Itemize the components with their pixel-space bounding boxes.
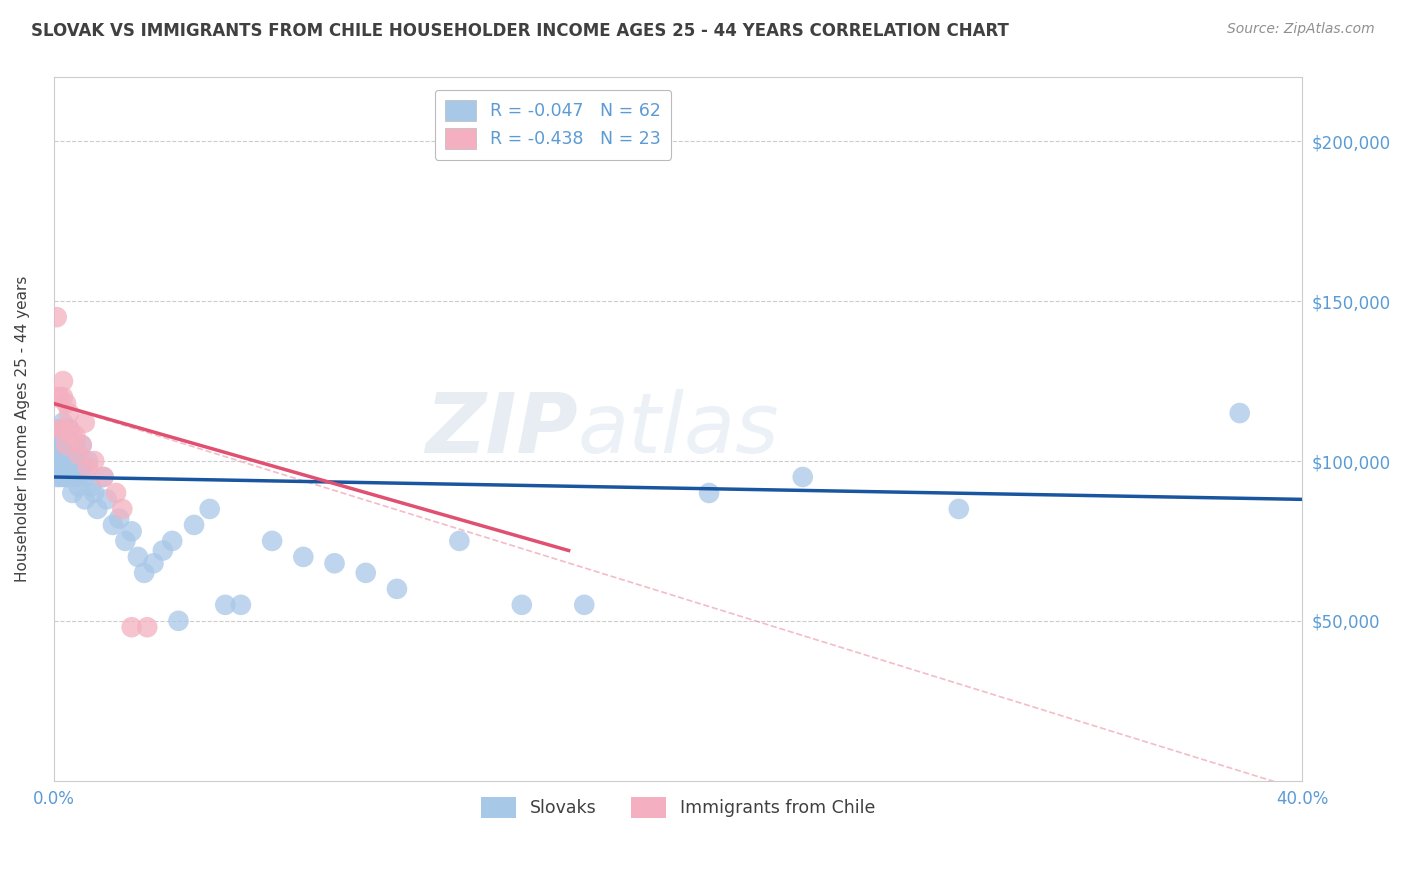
Point <box>58 406 80 420</box>
Point <box>73 492 96 507</box>
Point <box>52 470 75 484</box>
Point <box>67 454 90 468</box>
Point <box>1229 406 1251 420</box>
Point <box>83 454 105 468</box>
Point <box>80 479 103 493</box>
Point <box>45 454 67 468</box>
Point <box>45 438 67 452</box>
Y-axis label: Householder Income Ages 25 - 44 years: Householder Income Ages 25 - 44 years <box>15 276 30 582</box>
Point <box>60 486 83 500</box>
Point <box>697 486 720 500</box>
Point <box>385 582 408 596</box>
Point <box>55 428 77 442</box>
Point <box>67 448 90 462</box>
Point <box>49 454 72 468</box>
Point <box>73 470 96 484</box>
Point <box>214 598 236 612</box>
Point <box>93 470 115 484</box>
Point <box>52 390 75 404</box>
Point <box>55 454 77 468</box>
Point <box>111 502 134 516</box>
Point <box>49 422 72 436</box>
Point <box>449 533 471 548</box>
Point <box>152 543 174 558</box>
Point <box>52 428 75 442</box>
Point <box>948 502 970 516</box>
Point <box>49 438 72 452</box>
Point <box>60 454 83 468</box>
Point <box>49 470 72 484</box>
Point <box>70 438 93 452</box>
Text: ZIP: ZIP <box>426 389 578 469</box>
Point <box>105 486 128 500</box>
Point <box>108 511 131 525</box>
Point <box>142 556 165 570</box>
Point <box>136 620 159 634</box>
Point <box>86 502 108 516</box>
Point <box>262 533 284 548</box>
Point <box>134 566 156 580</box>
Point <box>58 422 80 436</box>
Point <box>96 492 118 507</box>
Point <box>510 598 533 612</box>
Point <box>77 460 100 475</box>
Point <box>55 438 77 452</box>
Point <box>52 438 75 452</box>
Point <box>77 454 100 468</box>
Point <box>83 486 105 500</box>
Point <box>65 438 87 452</box>
Point <box>60 428 83 442</box>
Point <box>52 374 75 388</box>
Point <box>58 444 80 458</box>
Point <box>93 470 115 484</box>
Point <box>55 396 77 410</box>
Point <box>45 470 67 484</box>
Point <box>49 422 72 436</box>
Point <box>55 470 77 484</box>
Point <box>354 566 377 580</box>
Point <box>292 549 315 564</box>
Point <box>52 422 75 436</box>
Point <box>49 390 72 404</box>
Point <box>792 470 814 484</box>
Point <box>45 310 67 325</box>
Point <box>55 460 77 475</box>
Point <box>101 517 124 532</box>
Point <box>127 549 149 564</box>
Point <box>323 556 346 570</box>
Point <box>65 454 87 468</box>
Point <box>121 524 143 539</box>
Point <box>58 422 80 436</box>
Point <box>121 620 143 634</box>
Point <box>70 438 93 452</box>
Point <box>183 517 205 532</box>
Point <box>65 428 87 442</box>
Point <box>52 416 75 430</box>
Text: SLOVAK VS IMMIGRANTS FROM CHILE HOUSEHOLDER INCOME AGES 25 - 44 YEARS CORRELATIO: SLOVAK VS IMMIGRANTS FROM CHILE HOUSEHOL… <box>31 22 1010 40</box>
Point <box>58 470 80 484</box>
Point <box>160 533 183 548</box>
Point <box>198 502 221 516</box>
Point <box>45 390 67 404</box>
Point <box>167 614 190 628</box>
Legend: Slovaks, Immigrants from Chile: Slovaks, Immigrants from Chile <box>474 789 882 825</box>
Text: atlas: atlas <box>578 389 779 469</box>
Point <box>65 470 87 484</box>
Point <box>70 460 93 475</box>
Point <box>52 454 75 468</box>
Point <box>114 533 136 548</box>
Point <box>574 598 596 612</box>
Point <box>67 479 90 493</box>
Point <box>73 416 96 430</box>
Text: Source: ZipAtlas.com: Source: ZipAtlas.com <box>1227 22 1375 37</box>
Point <box>229 598 252 612</box>
